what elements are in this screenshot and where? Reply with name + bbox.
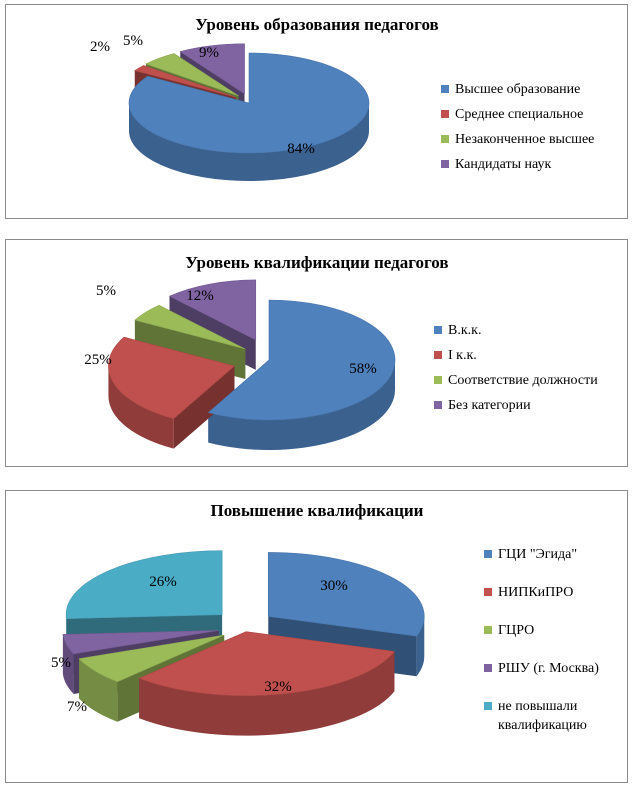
- legend-item-нипкипро: НИПКиПРО: [484, 585, 573, 600]
- data-label-i-к-к: 25%: [84, 352, 112, 368]
- data-label-незаконченное-высшее: 5%: [123, 33, 143, 49]
- legend-swatch: [434, 326, 442, 334]
- data-label-не-повышали-квалификацию: 26%: [149, 574, 177, 590]
- legend-label: РШУ (г. Москва): [498, 661, 599, 676]
- legend-label: В.к.к.: [448, 323, 481, 338]
- legend: Высшее образование Среднее специальное Нез…: [441, 82, 594, 172]
- legend-label: Высшее образование: [455, 82, 580, 97]
- pie-tops: [108, 279, 396, 421]
- data-label-нипкипро: 32%: [264, 679, 292, 695]
- slice-кандидаты-наук: [179, 43, 245, 95]
- legend-swatch: [434, 376, 442, 384]
- legend-label: Среднее специальное: [455, 107, 583, 122]
- legend-label: ГЦРО: [498, 623, 534, 638]
- slice-в-к-к: [207, 299, 396, 421]
- slice-незаконченное-высшее: [145, 53, 239, 97]
- legend-item-не-повышали-квалификацию: не повышали квалификацию: [484, 699, 587, 733]
- data-label-высшее-образование: 84%: [287, 141, 315, 157]
- legend-swatch: [434, 351, 442, 359]
- chart-panel-qualification: 58% 25% 5% 12% Уровень квалификации педагого…: [5, 239, 628, 467]
- legend-label: Кандидаты наук: [455, 157, 551, 172]
- legend-label: Незаконченное высшее: [455, 132, 594, 147]
- data-label-гци-эгида: 30%: [320, 578, 348, 594]
- legend-item-высшее-образование: Высшее образование: [441, 82, 580, 97]
- legend-swatch: [434, 401, 442, 409]
- legend-item-соответствие-должности: Соответствие должности: [434, 373, 598, 388]
- slice-среднее-специальное: [134, 65, 237, 98]
- legend-swatch: [441, 110, 449, 118]
- chart-title: Уровень образования педагогов: [195, 15, 438, 34]
- legend-label: Без категории: [448, 398, 531, 413]
- slice-гцро: [78, 634, 225, 683]
- legend-swatch: [484, 626, 492, 634]
- legend-item-незаконченное-высшее: Незаконченное высшее: [441, 132, 594, 147]
- chart-panel-training: 30% 32% 7% 5% 26% Повышение квалификации ГЦИ "…: [5, 490, 628, 783]
- data-label-кандидаты-наук: 9%: [199, 45, 219, 61]
- slice-i-к-к: [108, 336, 236, 419]
- slice-без-категории: [168, 279, 257, 341]
- pie-tops: [128, 43, 370, 154]
- legend-item-гцро: ГЦРО: [484, 623, 534, 638]
- legend-swatch: [441, 160, 449, 168]
- slice-ршу-г-москва: [62, 630, 219, 655]
- legend-item-гци-эгида: ГЦИ "Эгида": [484, 547, 577, 562]
- pie-chart-education: 84% 2% 5% 9% Уровень образования педагогов Вы…: [90, 15, 594, 181]
- legend: В.к.к. I к.к. Соответствие должности Без ка…: [434, 323, 598, 413]
- data-label-ршу-г-москва: 5%: [51, 655, 71, 671]
- data-label-соответствие-должности: 5%: [96, 283, 116, 299]
- legend-label: квалификацию: [498, 718, 587, 733]
- legend-label: ГЦИ "Эгида": [498, 547, 577, 562]
- legend-item-без-категории: Без категории: [434, 398, 531, 413]
- legend-item-ршу-г-москва: РШУ (г. Москва): [484, 661, 599, 676]
- legend-swatch: [484, 588, 492, 596]
- legend: ГЦИ "Эгида" НИПКиПРО ГЦРО РШУ (г. Москва) не…: [484, 547, 599, 733]
- data-label-среднее-специальное: 2%: [90, 39, 110, 55]
- pie-chart-training: 30% 32% 7% 5% 26% Повышение квалификации ГЦИ "…: [51, 501, 599, 736]
- slice-не-повышали-квалификацию: [65, 550, 223, 620]
- data-label-гцро: 7%: [67, 699, 87, 715]
- slice-соответствие-должности: [134, 304, 246, 350]
- chart-panel-education: 84% 2% 5% 9% Уровень образования педагогов Вы…: [5, 4, 628, 219]
- pie-tops: [62, 550, 425, 696]
- data-label-в-к-к: 58%: [349, 361, 377, 377]
- legend-swatch: [484, 550, 492, 558]
- legend-item-кандидаты-наук: Кандидаты наук: [441, 157, 551, 172]
- slice-гци-эгида: [267, 552, 425, 637]
- legend-label: I к.к.: [448, 348, 477, 363]
- legend-item-в-к-к: В.к.к.: [434, 323, 481, 338]
- legend-swatch: [484, 702, 492, 710]
- data-label-без-категории: 12%: [186, 288, 214, 304]
- legend-swatch: [441, 85, 449, 93]
- legend-swatch: [484, 664, 492, 672]
- legend-label: Соответствие должности: [448, 373, 598, 388]
- slice-высшее-образование: [128, 52, 370, 154]
- legend-item-среднее-специальное: Среднее специальное: [441, 107, 583, 122]
- legend-item-i-к-к: I к.к.: [434, 348, 477, 363]
- legend-label: не повышали: [498, 699, 578, 714]
- slice-нипкипро: [138, 631, 395, 696]
- pie-chart-qualification: 58% 25% 5% 12% Уровень квалификации педагого…: [84, 253, 598, 450]
- legend-label: НИПКиПРО: [498, 585, 573, 600]
- chart-title: Повышение квалификации: [211, 501, 424, 520]
- legend-swatch: [441, 135, 449, 143]
- chart-title: Уровень квалификации педагогов: [185, 253, 448, 272]
